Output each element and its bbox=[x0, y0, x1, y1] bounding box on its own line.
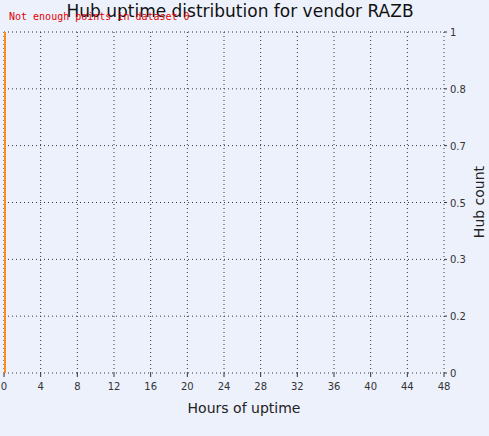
x-grid-line bbox=[370, 32, 371, 373]
y-tick bbox=[444, 373, 447, 374]
y-tick bbox=[444, 88, 447, 89]
x-grid-line bbox=[334, 32, 335, 373]
y-tick bbox=[444, 259, 447, 260]
y-tick bbox=[444, 145, 447, 146]
x-grid-line bbox=[187, 32, 188, 373]
x-tick bbox=[444, 373, 445, 377]
x-tick-label: 20 bbox=[181, 381, 194, 392]
x-tick-label: 32 bbox=[291, 381, 304, 392]
x-tick-label: 40 bbox=[364, 381, 377, 392]
bar bbox=[4, 32, 6, 373]
x-tick bbox=[187, 373, 188, 377]
x-tick-label: 44 bbox=[401, 381, 414, 392]
y-tick bbox=[444, 316, 447, 317]
y-grid-line bbox=[4, 316, 444, 317]
x-tick bbox=[40, 373, 41, 377]
y-grid-line bbox=[4, 32, 444, 33]
y-tick-label: 0 bbox=[450, 368, 456, 379]
x-tick bbox=[224, 373, 225, 377]
x-tick bbox=[334, 373, 335, 377]
x-tick bbox=[260, 373, 261, 377]
y-tick-label: 0.5 bbox=[450, 198, 466, 209]
x-tick bbox=[407, 373, 408, 377]
x-tick bbox=[4, 373, 5, 377]
y-tick bbox=[444, 202, 447, 203]
x-grid-line bbox=[150, 32, 151, 373]
background bbox=[0, 0, 489, 436]
y-grid-line bbox=[4, 202, 444, 203]
y-tick bbox=[444, 32, 447, 33]
x-tick-label: 0 bbox=[1, 381, 7, 392]
x-tick bbox=[370, 373, 371, 377]
marks bbox=[4, 32, 6, 373]
y-grid-line bbox=[4, 145, 444, 146]
x-tick-label: 48 bbox=[438, 381, 451, 392]
y-tick-label: 1 bbox=[450, 27, 456, 38]
x-tick-label: 36 bbox=[328, 381, 341, 392]
x-tick-label: 24 bbox=[218, 381, 231, 392]
y-grid-line bbox=[4, 259, 444, 260]
chart: 0481216202428323640444800.20.30.50.70.81… bbox=[0, 0, 489, 436]
x-tick-label: 4 bbox=[37, 381, 43, 392]
y-tick-label: 0.3 bbox=[450, 254, 466, 265]
x-tick bbox=[297, 373, 298, 377]
y-grid-line bbox=[4, 373, 444, 374]
x-tick-label: 8 bbox=[74, 381, 80, 392]
y-tick-label: 0.8 bbox=[450, 84, 466, 95]
y-axis-label: Hub count bbox=[471, 165, 487, 238]
x-grid-line bbox=[114, 32, 115, 373]
x-tick-label: 12 bbox=[108, 381, 121, 392]
x-tick bbox=[77, 373, 78, 377]
x-tick bbox=[150, 373, 151, 377]
x-tick bbox=[114, 373, 115, 377]
y-tick-label: 0.7 bbox=[450, 141, 466, 152]
grid bbox=[4, 32, 447, 377]
y-tick-label: 0.2 bbox=[450, 311, 466, 322]
x-tick-label: 16 bbox=[144, 381, 157, 392]
x-axis-label: Hours of uptime bbox=[188, 400, 301, 416]
x-grid-line bbox=[407, 32, 408, 373]
y-grid-line bbox=[4, 88, 444, 89]
annotation: Not enough points in dataset 0 bbox=[9, 11, 190, 22]
x-tick-label: 28 bbox=[254, 381, 267, 392]
